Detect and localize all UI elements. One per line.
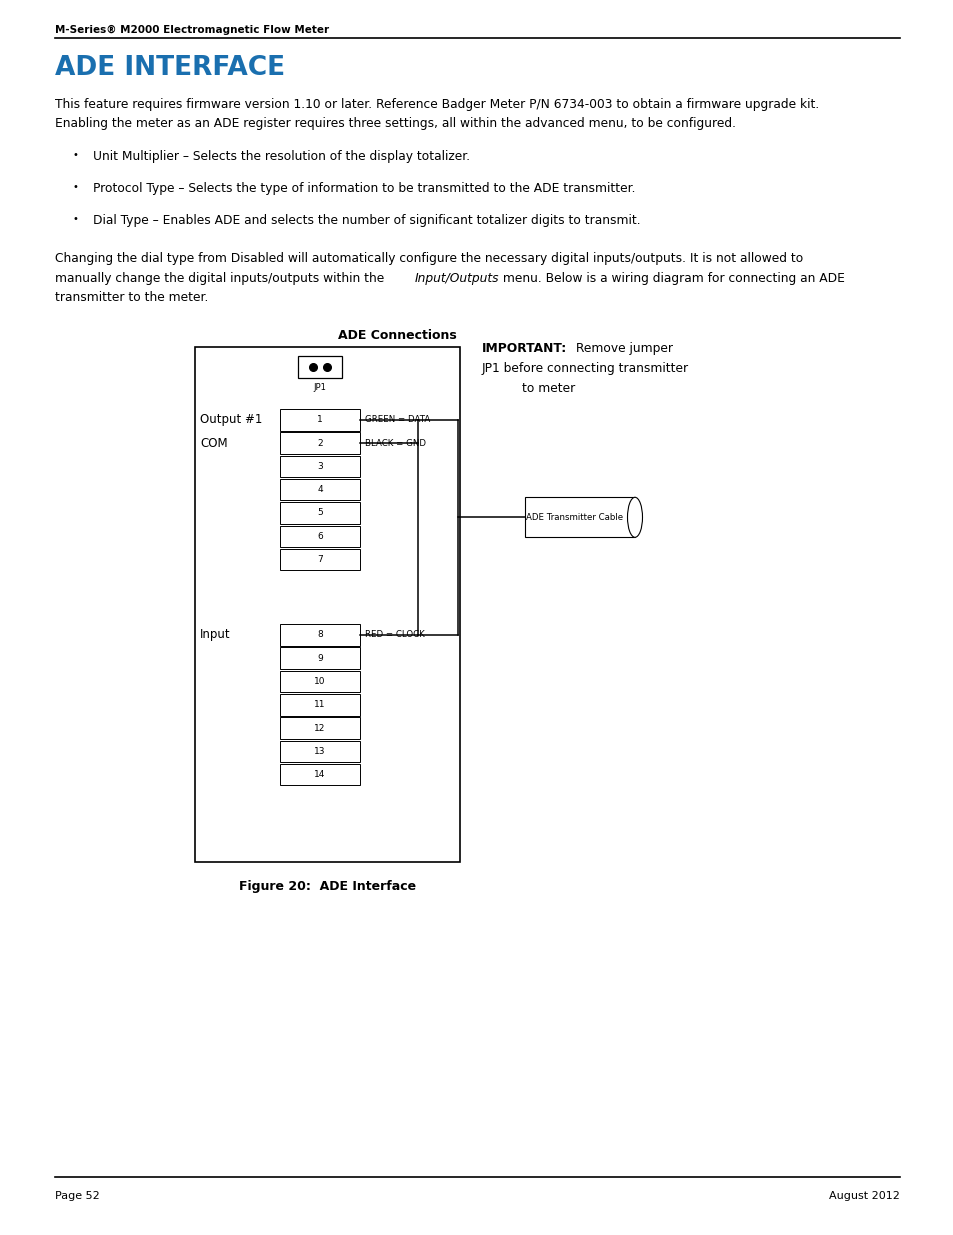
Bar — [280, 479, 359, 500]
Bar — [280, 503, 359, 524]
Bar — [280, 718, 359, 739]
Text: 4: 4 — [316, 485, 322, 494]
Text: 11: 11 — [314, 700, 325, 709]
Text: JP1 before connecting transmitter: JP1 before connecting transmitter — [481, 362, 688, 375]
Ellipse shape — [627, 498, 641, 537]
Text: Output #1: Output #1 — [200, 414, 262, 426]
Text: ADE INTERFACE: ADE INTERFACE — [55, 56, 285, 82]
Text: Figure 20:  ADE Interface: Figure 20: ADE Interface — [238, 881, 416, 893]
Text: M-Series® M2000 Electromagnetic Flow Meter: M-Series® M2000 Electromagnetic Flow Met… — [55, 25, 329, 35]
Bar — [280, 694, 359, 715]
Bar — [280, 548, 359, 571]
Text: This feature requires firmware version 1.10 or later. Reference Badger Meter P/N: This feature requires firmware version 1… — [55, 98, 819, 130]
Bar — [280, 647, 359, 669]
Text: 5: 5 — [316, 509, 322, 517]
Text: Input: Input — [200, 629, 231, 641]
Text: manually change the digital inputs/outputs within the: manually change the digital inputs/outpu… — [55, 272, 388, 284]
Text: Page 52: Page 52 — [55, 1191, 100, 1200]
Text: transmitter to the meter.: transmitter to the meter. — [55, 291, 208, 304]
Text: to meter: to meter — [521, 382, 575, 395]
Text: •: • — [73, 182, 79, 191]
Text: 10: 10 — [314, 677, 325, 685]
Text: BLACK = GND: BLACK = GND — [365, 438, 426, 447]
Text: GREEN = DATA: GREEN = DATA — [365, 415, 430, 425]
Text: 13: 13 — [314, 747, 325, 756]
Bar — [524, 498, 635, 537]
Text: 7: 7 — [316, 555, 322, 564]
Text: 9: 9 — [316, 653, 322, 663]
Text: Remove jumper: Remove jumper — [572, 342, 672, 354]
Text: 14: 14 — [314, 771, 325, 779]
Text: Changing the dial type from Disabled will automatically configure the necessary : Changing the dial type from Disabled wil… — [55, 252, 802, 266]
Text: ADE Transmitter Cable: ADE Transmitter Cable — [526, 513, 623, 522]
Text: RED = CLOCK: RED = CLOCK — [365, 630, 424, 640]
Bar — [280, 764, 359, 785]
Bar — [280, 432, 359, 453]
Text: 6: 6 — [316, 532, 322, 541]
Text: Unit Multiplier – Selects the resolution of the display totalizer.: Unit Multiplier – Selects the resolution… — [92, 149, 470, 163]
Text: JP1: JP1 — [314, 383, 326, 391]
Text: 1: 1 — [316, 415, 322, 425]
Text: IMPORTANT:: IMPORTANT: — [481, 342, 567, 354]
Bar — [280, 741, 359, 762]
Bar — [280, 456, 359, 477]
Text: COM: COM — [200, 436, 228, 450]
Text: Protocol Type – Selects the type of information to be transmitted to the ADE tra: Protocol Type – Selects the type of info… — [92, 182, 635, 195]
Bar — [280, 671, 359, 692]
Bar — [280, 409, 359, 431]
Text: 8: 8 — [316, 630, 322, 640]
Text: 12: 12 — [314, 724, 325, 732]
Bar — [297, 356, 341, 378]
Bar — [280, 526, 359, 547]
Bar — [280, 624, 359, 646]
Text: Dial Type – Enables ADE and selects the number of significant totalizer digits t: Dial Type – Enables ADE and selects the … — [92, 214, 640, 227]
Text: ADE Connections: ADE Connections — [337, 329, 456, 342]
Text: Input/Outputs: Input/Outputs — [415, 272, 499, 284]
Text: •: • — [73, 149, 79, 161]
Text: 2: 2 — [316, 438, 322, 447]
Text: August 2012: August 2012 — [828, 1191, 899, 1200]
Text: •: • — [73, 214, 79, 224]
Text: 3: 3 — [316, 462, 322, 471]
Text: menu. Below is a wiring diagram for connecting an ADE: menu. Below is a wiring diagram for conn… — [498, 272, 844, 284]
Bar — [194, 347, 459, 862]
